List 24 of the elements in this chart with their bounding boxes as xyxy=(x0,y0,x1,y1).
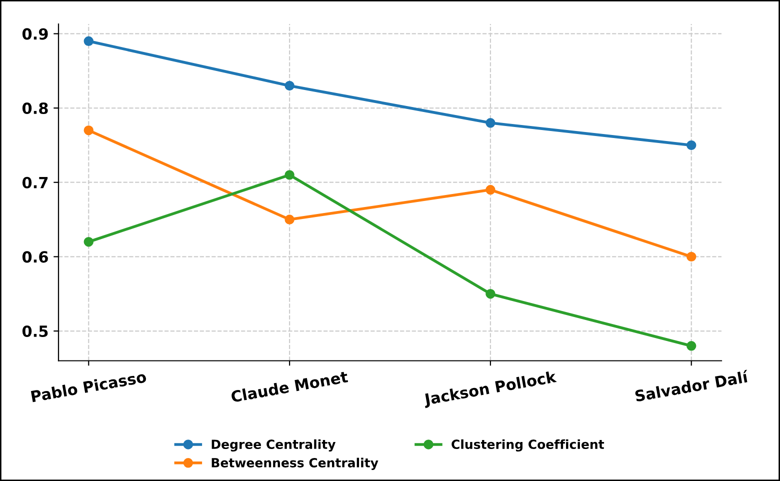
x-tick-label: Jackson Pollock xyxy=(422,370,558,408)
y-tick-label: 0.7 xyxy=(22,176,48,188)
x-tick-label: Pablo Picasso xyxy=(30,370,147,402)
point xyxy=(284,80,294,91)
point xyxy=(486,118,496,128)
x-tick-label: Salvador Dalí xyxy=(634,370,750,402)
y-tick-label: 0.8 xyxy=(22,102,48,114)
legend-label: Clustering Coefficient xyxy=(452,439,604,452)
point xyxy=(84,125,94,136)
y-tick-label: 0.9 xyxy=(22,28,48,40)
legend-label: Betweenness Centrality xyxy=(212,458,378,470)
point xyxy=(686,341,696,351)
y-tick-label: 0.5 xyxy=(22,325,48,338)
point xyxy=(686,140,696,150)
point xyxy=(284,214,294,224)
point xyxy=(486,184,496,195)
point xyxy=(84,236,94,247)
point xyxy=(486,288,496,299)
point xyxy=(284,170,294,180)
point xyxy=(686,252,696,262)
y-tick-label: 0.6 xyxy=(22,251,48,263)
x-tick-label: Claude Monet xyxy=(230,370,348,403)
legend-label: Degree Centrality xyxy=(212,439,336,452)
point xyxy=(84,36,94,46)
